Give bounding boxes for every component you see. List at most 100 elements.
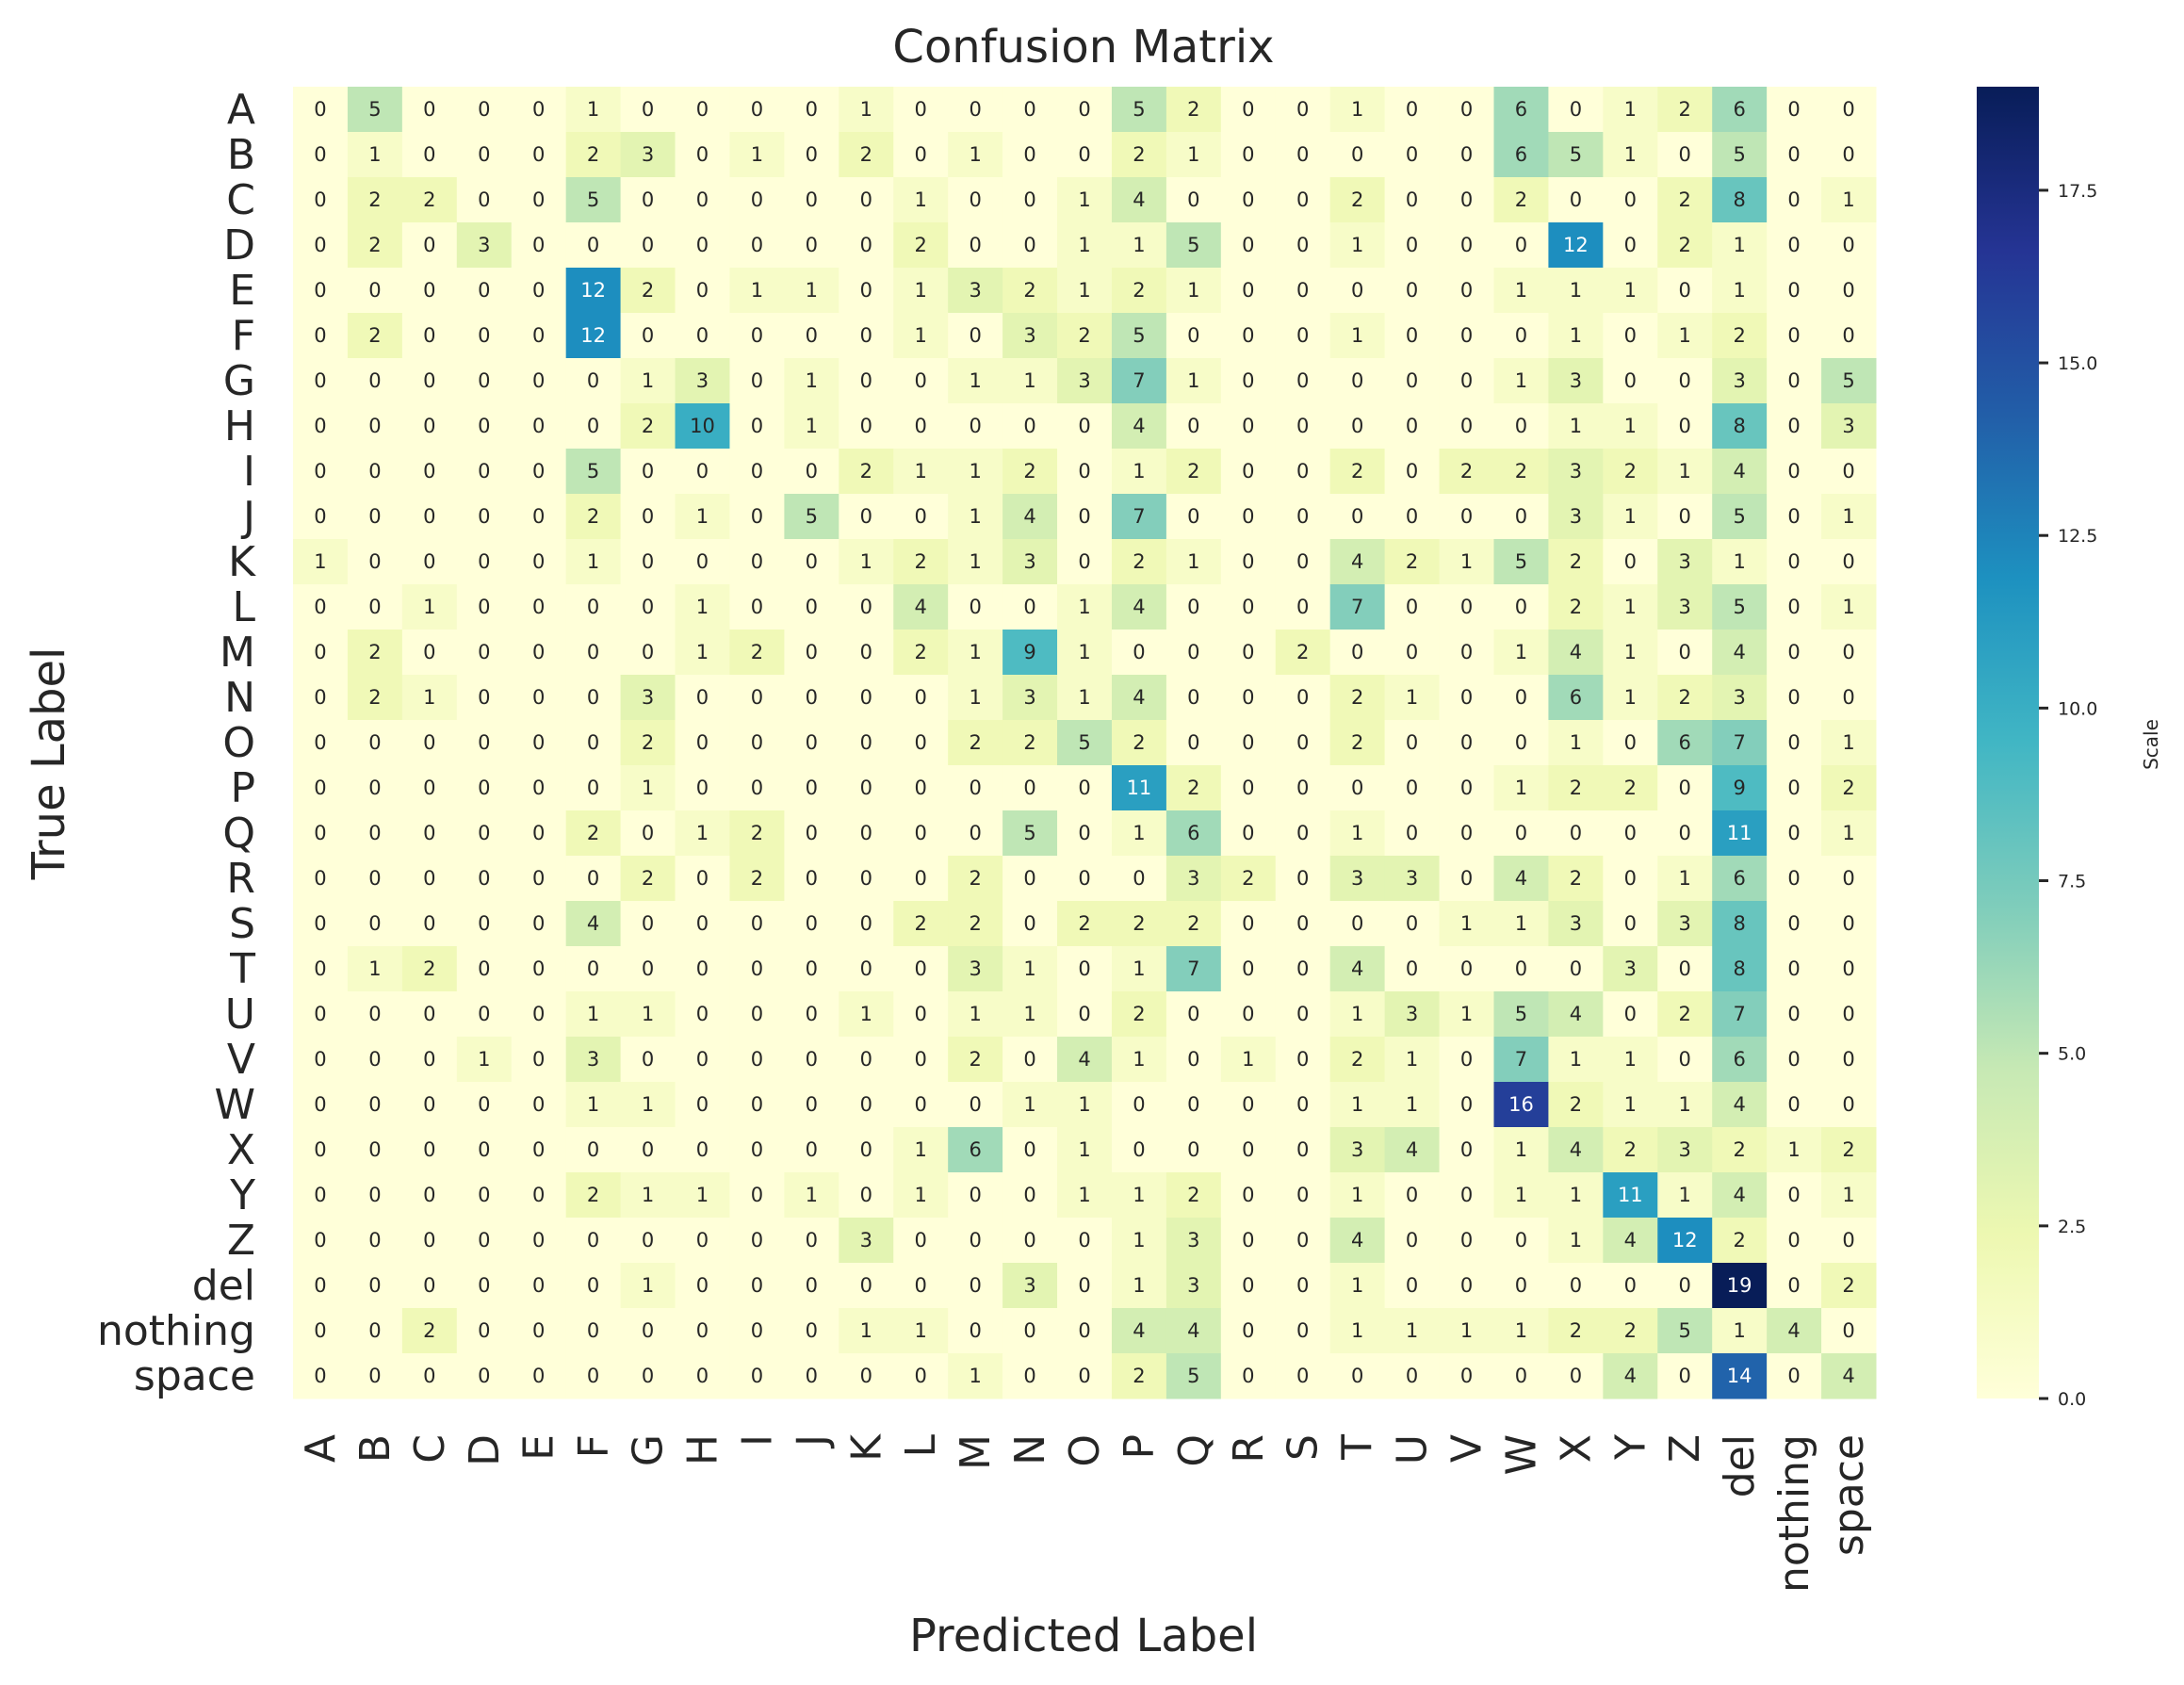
heatmap-cell [1111, 1172, 1167, 1219]
heatmap-cell [784, 222, 839, 269]
heatmap-cell [1439, 1263, 1494, 1309]
cell-value-label: 1 [1187, 279, 1199, 302]
cell-value-label: 1 [1460, 550, 1473, 573]
heatmap-cell [729, 1037, 785, 1083]
heatmap-cell [1657, 268, 1713, 314]
x-tick-label: B [351, 1434, 399, 1463]
cell-value-label: 0 [860, 867, 872, 890]
cell-value-label: 1 [1733, 1319, 1745, 1342]
heatmap-cell [1002, 177, 1058, 223]
cell-value-label: 2 [587, 1184, 599, 1206]
cell-value-label: 0 [751, 460, 763, 483]
heatmap-cell [1275, 1127, 1331, 1173]
cell-value-label: 2 [1570, 1319, 1582, 1342]
cell-value-label: 0 [1842, 279, 1854, 302]
cell-value-label: 1 [642, 1274, 654, 1297]
x-tick-label: V [1443, 1434, 1491, 1463]
cell-value-label: 0 [1351, 415, 1363, 437]
heatmap-cell [1548, 1127, 1604, 1173]
heatmap-cell [948, 856, 1003, 902]
y-tick-label: I [243, 448, 255, 496]
heatmap-cell [347, 1308, 403, 1354]
heatmap-cell [729, 1172, 785, 1219]
heatmap-cell [1111, 584, 1167, 630]
cell-value-label: 1 [806, 415, 818, 437]
heatmap-cell [839, 87, 894, 133]
heatmap-cell [293, 901, 349, 947]
heatmap-cell [1275, 87, 1331, 133]
heatmap-cell [511, 358, 567, 404]
cell-value-label: 0 [1460, 415, 1473, 437]
heatmap-cell [456, 1218, 513, 1264]
cell-value-label: 1 [1133, 234, 1145, 256]
cell-value-label: 1 [915, 460, 927, 483]
heatmap-cell [1493, 403, 1549, 450]
cell-value-label: 0 [1460, 1093, 1473, 1116]
cell-value-label: 0 [314, 98, 326, 121]
heatmap-cell [1111, 494, 1167, 540]
cell-value-label: 0 [1078, 1003, 1090, 1025]
heatmap-cell [401, 132, 458, 178]
cell-value-label: 2 [969, 731, 981, 754]
cell-value-label: 3 [969, 957, 981, 980]
heatmap-cell [1220, 901, 1277, 947]
heatmap-cell [1057, 87, 1113, 133]
cell-value-label: 0 [478, 777, 490, 799]
cell-value-label: 1 [1023, 1093, 1035, 1116]
cell-value-label: 1 [806, 1184, 818, 1206]
heatmap-cell [729, 358, 785, 404]
heatmap-cell [1165, 1308, 1222, 1354]
heatmap-cell [675, 1127, 730, 1173]
heatmap-cell [620, 901, 676, 947]
heatmap-cell [565, 449, 622, 495]
cell-value-label: 1 [1515, 1138, 1527, 1161]
heatmap-cell [839, 810, 894, 857]
cell-value-label: 0 [1842, 143, 1854, 166]
cell-value-label: 0 [1406, 188, 1418, 211]
heatmap-cell [401, 856, 458, 902]
cell-value-label: 2 [1842, 777, 1854, 799]
heatmap-cell [1329, 720, 1386, 766]
heatmap-cell [1603, 313, 1658, 359]
heatmap-cell [1439, 268, 1494, 314]
heatmap-cell [948, 1037, 1003, 1083]
cell-value-label: 0 [1842, 867, 1854, 890]
heatmap-cell [1220, 449, 1277, 495]
cell-value-label: 0 [1406, 369, 1418, 392]
cell-value-label: 8 [1733, 912, 1745, 935]
heatmap-cell [511, 901, 567, 947]
heatmap-cell [1384, 991, 1441, 1038]
heatmap-cell [1712, 675, 1768, 721]
heatmap-cell [1275, 1037, 1331, 1083]
cell-value-label: 0 [1351, 143, 1363, 166]
heatmap-cell [729, 901, 785, 947]
cell-value-label: 1 [1515, 777, 1527, 799]
heatmap-cell [1220, 177, 1277, 223]
heatmap-cell [511, 1308, 567, 1354]
heatmap-cell [1548, 1353, 1604, 1399]
heatmap-cell [784, 358, 839, 404]
heatmap-cell [1821, 313, 1877, 359]
x-tick-label: D [461, 1434, 509, 1466]
cell-value-label: 4 [1133, 596, 1145, 618]
cell-value-label: 0 [1842, 686, 1854, 709]
heatmap-cell [1657, 810, 1713, 857]
heatmap-cell [1493, 1127, 1549, 1173]
heatmap-cell [1165, 1082, 1222, 1128]
heatmap-cell [1712, 268, 1768, 314]
heatmap-cell [1057, 991, 1113, 1038]
cell-value-label: 4 [1624, 1365, 1637, 1387]
cell-value-label: 2 [1842, 1138, 1854, 1161]
heatmap-cell [1111, 539, 1167, 585]
cell-value-label: 0 [696, 731, 709, 754]
y-tick-label: Z [227, 1217, 255, 1265]
heatmap-cell [1220, 765, 1277, 811]
cell-value-label: 0 [1023, 143, 1035, 166]
heatmap-cell [565, 494, 622, 540]
heatmap-cell [784, 1218, 839, 1264]
cell-value-label: 0 [1406, 777, 1418, 799]
cell-value-label: 0 [642, 550, 654, 573]
heatmap-cell [1220, 87, 1277, 133]
heatmap-cell [347, 584, 403, 630]
cell-value-label: 0 [1242, 415, 1254, 437]
